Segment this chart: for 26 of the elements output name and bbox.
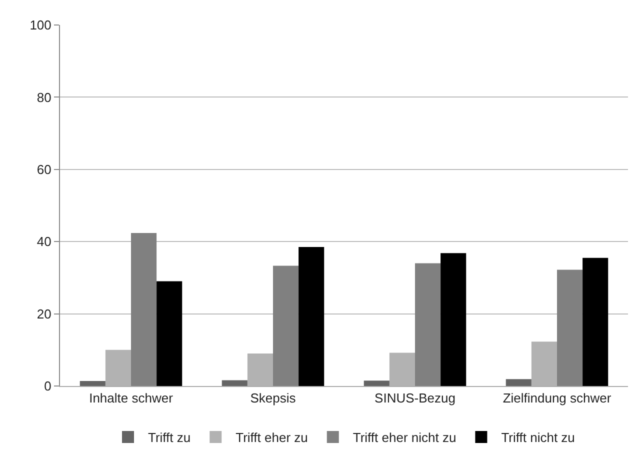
bar <box>273 266 299 386</box>
bar <box>222 380 248 386</box>
x-tick-label: Skepsis <box>250 390 296 406</box>
y-tick-label: 80 <box>36 90 52 105</box>
bar <box>415 263 441 386</box>
y-tick-label: 40 <box>36 234 52 250</box>
x-tick-label: Inhalte schwer <box>89 390 174 406</box>
x-tick-label: SINUS-Bezug <box>374 390 456 406</box>
y-tick-label: 20 <box>36 306 52 322</box>
legend-label: Trifft nicht zu <box>501 430 575 446</box>
bar <box>80 380 106 386</box>
bar <box>440 253 466 386</box>
x-tick-label: Zielfindung schwer <box>502 390 612 406</box>
legend-label: Trifft eher nicht zu <box>352 430 456 446</box>
y-tick-label: 60 <box>36 162 52 177</box>
bar <box>506 379 532 386</box>
legend-label: Trifft zu <box>148 430 191 446</box>
legend-label: Trifft eher zu <box>236 430 308 446</box>
y-tick-label: 0 <box>44 378 52 394</box>
bar <box>298 247 324 386</box>
bar <box>131 232 157 386</box>
y-tick-label: 100 <box>30 18 52 33</box>
bar <box>156 281 182 386</box>
bar <box>582 258 608 386</box>
bar <box>557 270 583 386</box>
bar <box>364 380 390 386</box>
